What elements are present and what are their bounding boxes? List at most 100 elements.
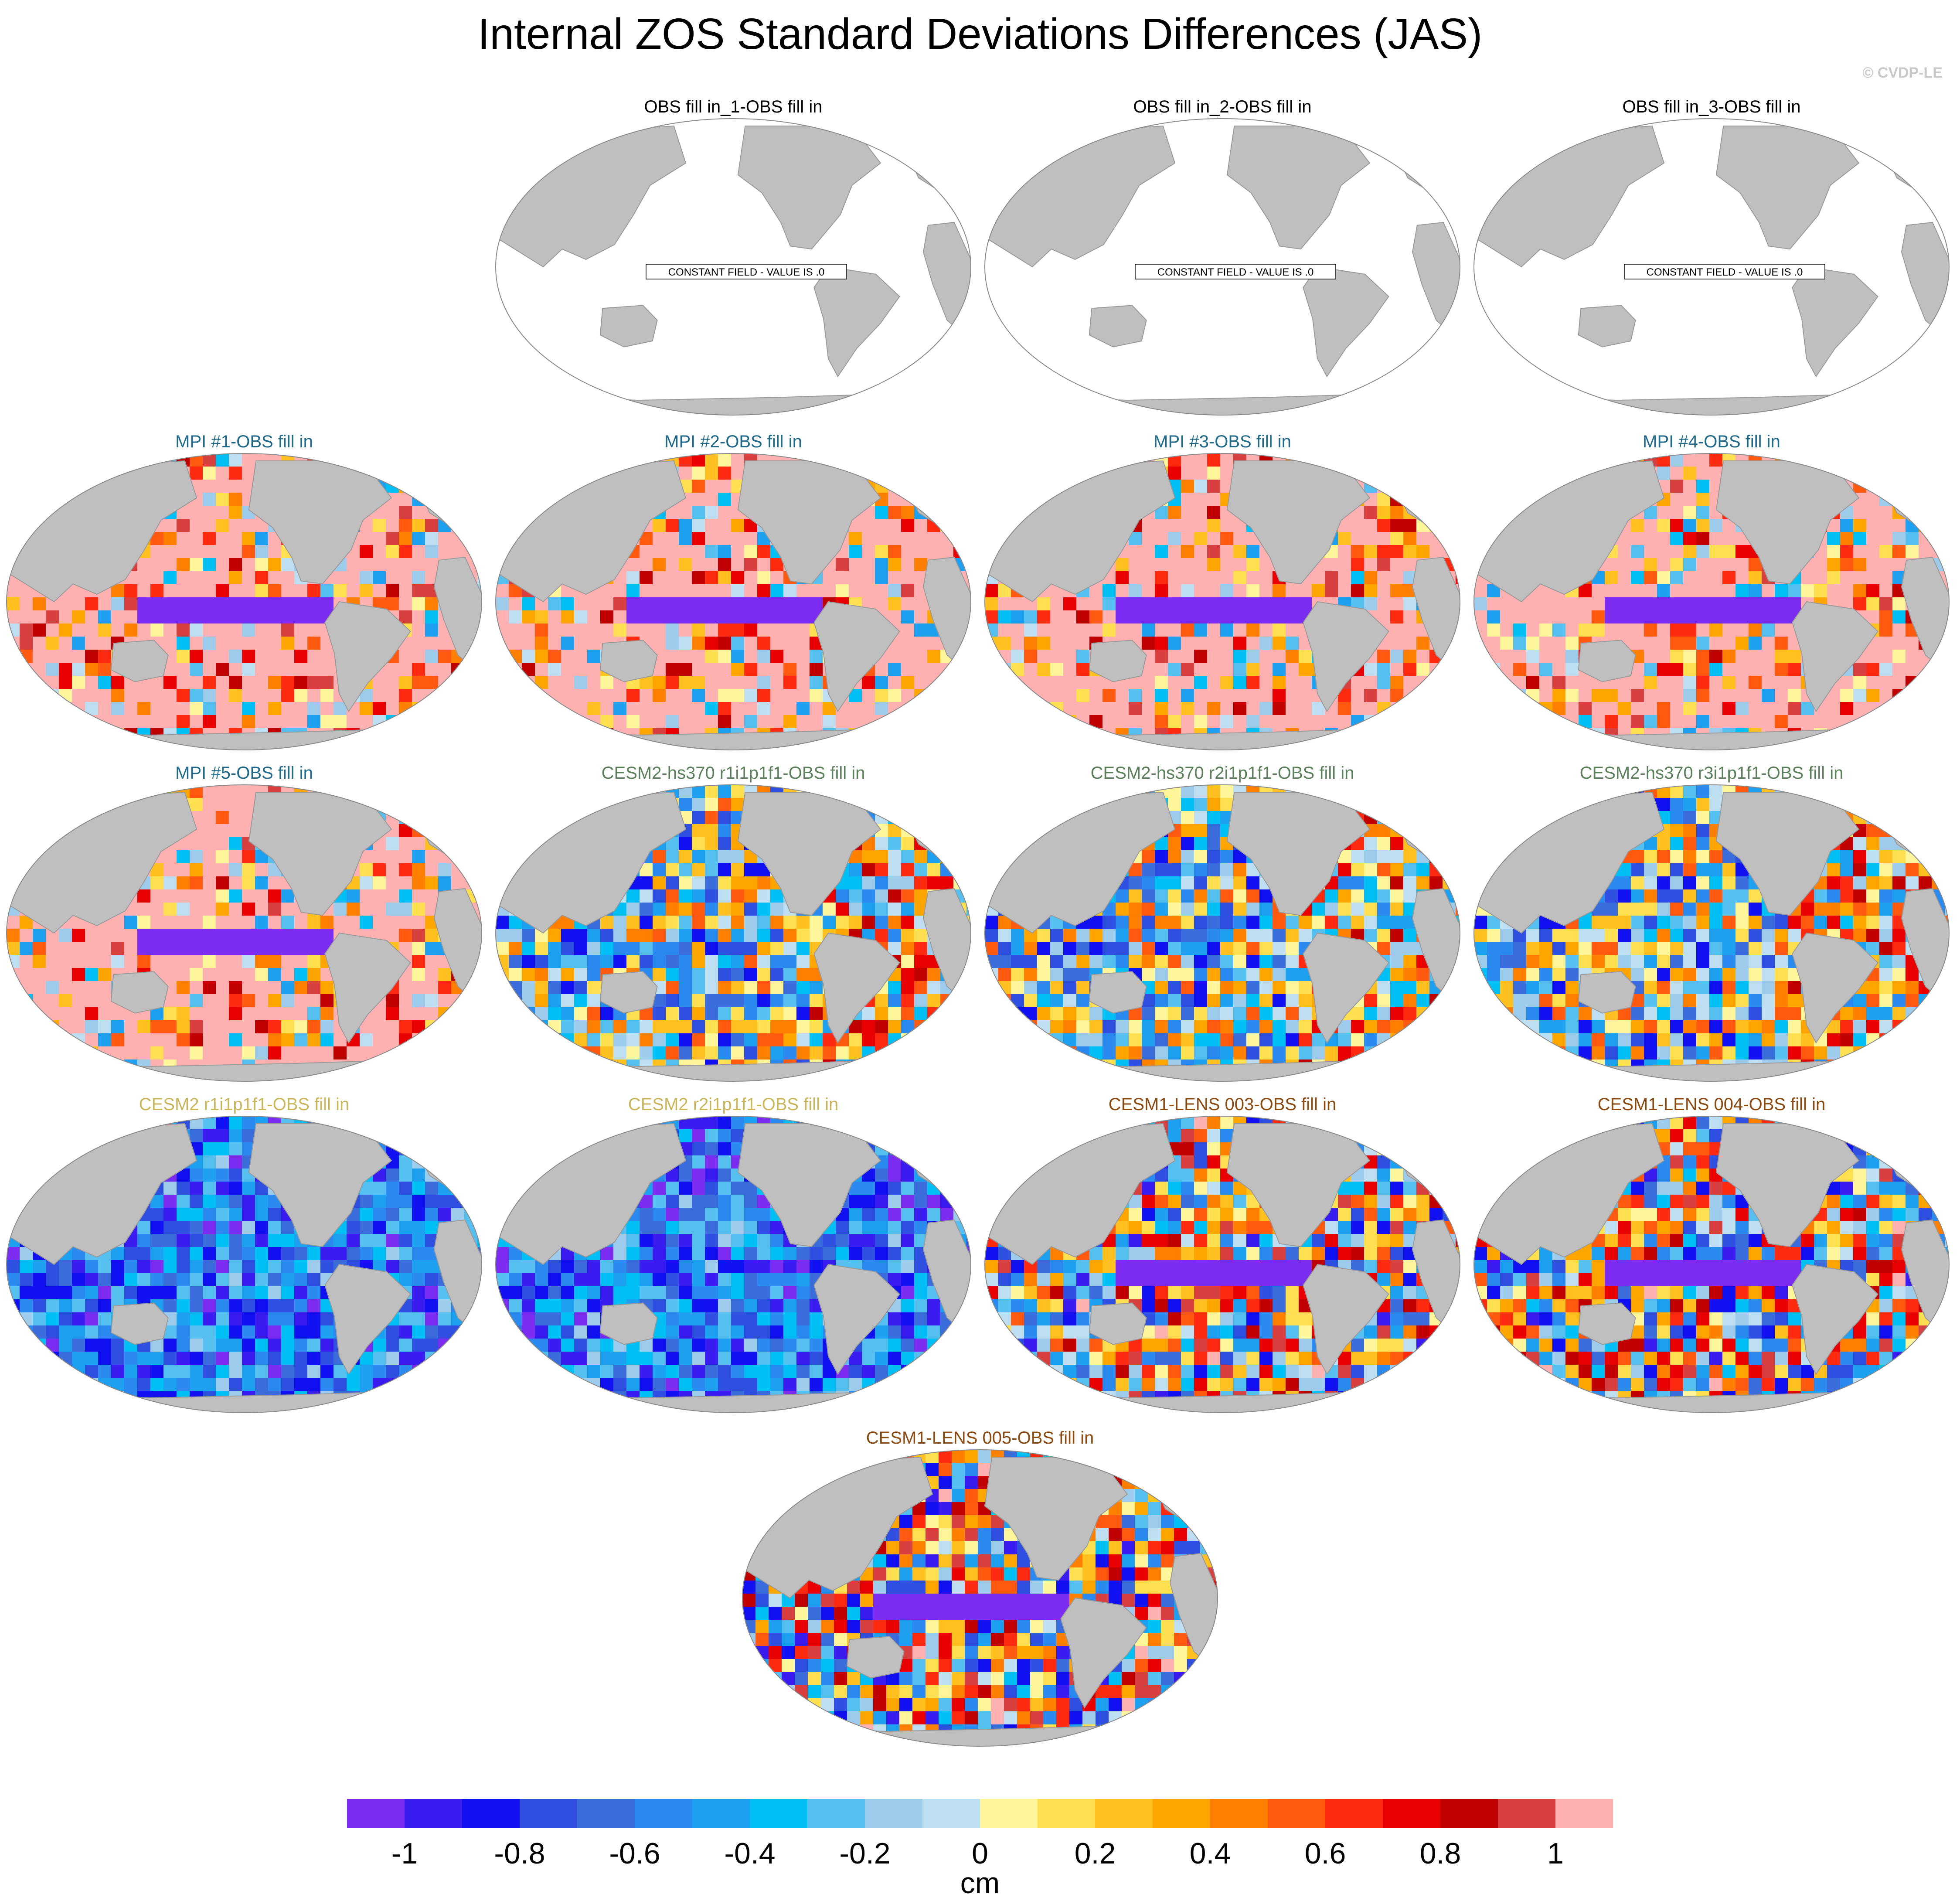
map-border (495, 118, 971, 416)
land-mass (1578, 640, 1636, 682)
land-mass (1226, 1123, 1371, 1247)
colorbar-swatch (1210, 1799, 1268, 1828)
figure-title: Internal ZOS Standard Deviations Differe… (477, 10, 1483, 58)
colorbar-unit-label: cm (960, 1867, 1000, 1900)
land-mass (813, 1264, 900, 1375)
land-mass (110, 640, 169, 682)
land-mass (1715, 460, 1860, 585)
colorbar-swatch (635, 1799, 692, 1828)
panel-title: OBS fill in_2-OBS fill in (1133, 97, 1311, 116)
colorbar-tick-label: -0.4 (724, 1837, 775, 1870)
credit-watermark: © CVDP-LE (1862, 65, 1943, 81)
panel-title: OBS fill in_3-OBS fill in (1622, 97, 1800, 116)
colorbar-swatch (1153, 1799, 1210, 1828)
land-mass (599, 640, 658, 682)
land-mass (248, 1123, 392, 1247)
map-panel: MPI #5-OBS fill in (6, 763, 482, 1082)
land-mass (737, 1123, 881, 1247)
land-mass (1089, 1302, 1147, 1345)
land-mass (1578, 971, 1636, 1014)
panel-title: CESM2-hs370 r3i1p1f1-OBS fill in (1580, 763, 1844, 783)
constant-field-label: CONSTANT FIELD - VALUE IS .0 (668, 266, 825, 278)
land-mass (248, 792, 392, 916)
land-mass (248, 460, 392, 585)
land-mass (737, 126, 881, 250)
land-mass (813, 601, 900, 712)
colorbar-tick-label: 0 (972, 1837, 988, 1870)
land-mass (1792, 1264, 1878, 1375)
colorbar-swatch (1383, 1799, 1440, 1828)
map-border (6, 784, 482, 1082)
colorbar-swatch (1440, 1799, 1498, 1828)
map-border (1473, 453, 1950, 750)
land-mass (1792, 932, 1878, 1044)
map-border (495, 453, 971, 750)
colorbar-swatch (520, 1799, 577, 1828)
map-border (984, 118, 1460, 416)
map-border (6, 1116, 482, 1413)
land-mass (737, 460, 881, 585)
land-mass (813, 932, 900, 1044)
map-border (1473, 118, 1950, 416)
land-mass (1715, 126, 1860, 250)
constant-field-label: CONSTANT FIELD - VALUE IS .0 (1157, 266, 1314, 278)
panel-title: CESM2 r2i1p1f1-OBS fill in (628, 1095, 838, 1114)
colorbar-tick-label: -1 (391, 1837, 418, 1870)
land-mass (737, 792, 881, 916)
map-panel: MPI #2-OBS fill in (495, 432, 971, 750)
map-border (742, 1449, 1218, 1747)
panel-title: CESM2 r1i1p1f1-OBS fill in (139, 1095, 349, 1114)
colorbar-tick-label: -0.2 (839, 1837, 890, 1870)
map-border (984, 453, 1460, 750)
colorbar-swatch (1095, 1799, 1153, 1828)
constant-field-box (1135, 264, 1336, 279)
land-mass (1089, 640, 1147, 682)
land-mass (599, 1302, 658, 1345)
land-mass (324, 601, 411, 712)
colorbar-swatch (1555, 1799, 1613, 1828)
panel-title: MPI #1-OBS fill in (175, 432, 313, 451)
panel-title: OBS fill in_1-OBS fill in (644, 97, 822, 116)
land-mass (1089, 971, 1147, 1014)
land-mass (1792, 601, 1878, 712)
constant-field-box (646, 264, 847, 279)
constant-field-box (1624, 264, 1825, 279)
land-mass (984, 1457, 1128, 1581)
map-panel: CESM2-hs370 r2i1p1f1-OBS fill in (984, 763, 1460, 1082)
land-mass (1226, 792, 1371, 916)
colorbar-swatch (1268, 1799, 1325, 1828)
colorbar-tick-label: -0.8 (494, 1837, 545, 1870)
colorbar-swatch (347, 1799, 405, 1828)
land-mass (1089, 305, 1147, 347)
land-mass (1792, 266, 1878, 378)
colorbar-tick-label: -0.6 (609, 1837, 660, 1870)
land-mass (1303, 1264, 1389, 1375)
colorbar-swatch (922, 1799, 980, 1828)
land-mass (1303, 601, 1389, 712)
map-border (6, 453, 482, 750)
panel-title: MPI #2-OBS fill in (664, 432, 802, 451)
map-border (495, 784, 971, 1082)
constant-field-label: CONSTANT FIELD - VALUE IS .0 (1647, 266, 1803, 278)
map-border (984, 1116, 1460, 1413)
colorbar-swatch (1325, 1799, 1383, 1828)
land-mass (1303, 932, 1389, 1044)
colorbar-tick-label: 0.8 (1420, 1837, 1461, 1870)
map-panel: MPI #3-OBS fill in (984, 432, 1460, 750)
panel-title: CESM2-hs370 r2i1p1f1-OBS fill in (1091, 763, 1354, 783)
land-mass (1226, 126, 1371, 250)
land-mass (324, 932, 411, 1044)
colorbar-swatch (865, 1799, 922, 1828)
colorbar-swatch (692, 1799, 750, 1828)
land-mass (846, 1636, 905, 1679)
land-mass (1715, 1123, 1860, 1247)
land-mass (1303, 266, 1389, 378)
colorbar-swatch (405, 1799, 462, 1828)
land-mass (1226, 460, 1371, 585)
land-mass (599, 305, 658, 347)
panel-title: MPI #5-OBS fill in (175, 763, 313, 783)
land-mass (1060, 1597, 1147, 1709)
map-border (495, 1116, 971, 1413)
